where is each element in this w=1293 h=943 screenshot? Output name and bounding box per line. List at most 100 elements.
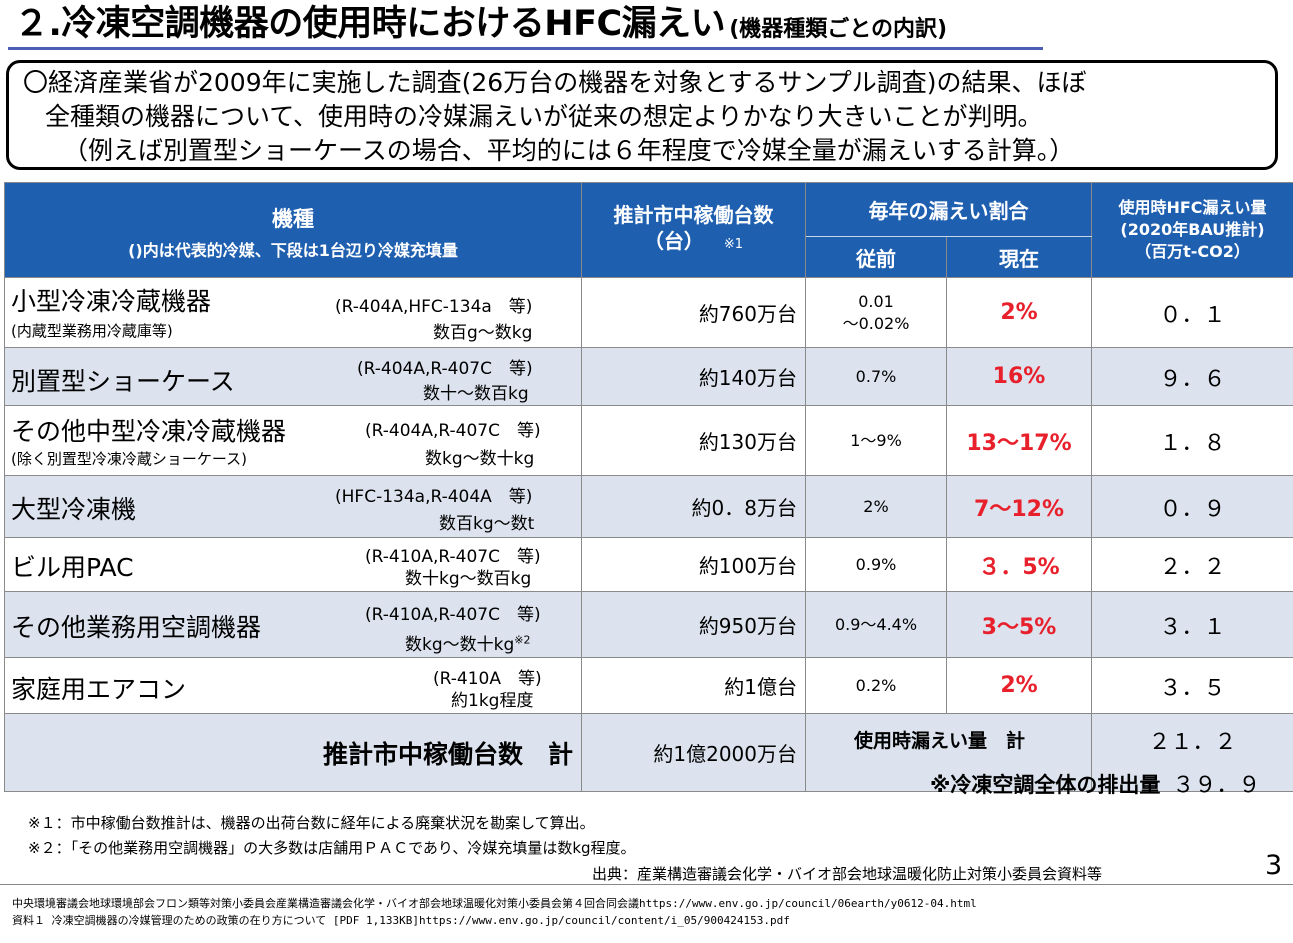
- header-hfc-line2: (2020年BAU推計): [1120, 220, 1265, 239]
- overall-emission-label: ※冷凍空調全体の排出量: [930, 773, 1161, 797]
- total-units: 約1億2000万台: [581, 713, 806, 792]
- page-number: 3: [1265, 850, 1283, 881]
- type-cell: その他業務用空調機器 (R-410A,R-407C 等) 数kg～数十kg※2: [4, 591, 582, 658]
- type-name: 小型冷凍冷蔵機器: [11, 287, 212, 316]
- hfc-leak-table: 機種 ()内は代表的冷媒、下段は1台辺り冷媒充填量 推計市中稼働台数 （台） ※1…: [4, 182, 1293, 792]
- type-refrigerant: (R-404A,R-407C 等): [357, 359, 533, 379]
- header-units-main: 推計市中稼働台数: [613, 203, 774, 227]
- summary-box: 〇経済産業省が2009年に実施した調査(26万台の機器を対象とするサンプル調査)…: [6, 60, 1278, 170]
- type-name: その他中型冷凍冷蔵機器: [11, 417, 287, 446]
- units-cell: 約140万台: [581, 347, 806, 406]
- rate-now-cell: 13～17%: [946, 405, 1092, 476]
- footnote-2: ※２：「その他業務用空調機器」の大多数は店舗用ＰＡＣであり、冷媒充填量は数kg程…: [28, 839, 636, 857]
- rate-now-cell: 7～12%: [946, 475, 1092, 538]
- table-row: 大型冷凍機 (HFC-134a,R-404A 等) 数百kg～数t 約0．8万台…: [4, 475, 1293, 538]
- footnote-1: ※１：市中稼働台数推計は、機器の出荷台数に経年による廃棄状況を勘案して算出。: [28, 814, 595, 832]
- rate-old-cell: 2%: [805, 475, 947, 538]
- type-refrigerant: (HFC-134a,R-404A 等): [335, 487, 533, 507]
- header-type: 機種 ()内は代表的冷媒、下段は1台辺り冷媒充填量: [4, 182, 582, 278]
- hfc-cell: ９．６: [1091, 347, 1293, 406]
- table-row: その他中型冷凍冷蔵機器 (除く別置型冷凍冷蔵ショーケース) (R-404A,R-…: [4, 405, 1293, 476]
- units-cell: 約100万台: [581, 537, 806, 592]
- header-rate: 毎年の漏えい割合: [805, 182, 1092, 237]
- units-cell: 約950万台: [581, 591, 806, 658]
- header-rate-now: 現在: [946, 236, 1092, 278]
- footer-line-2: 資料１ 冷凍空調機器の冷媒管理のための政策の在り方について [PDF 1,133…: [12, 914, 790, 927]
- rate-now-cell: ３．5%: [946, 537, 1092, 592]
- type-charge: 数十kg～数百kg: [405, 569, 532, 589]
- header-type-sub: ()内は代表的冷媒、下段は1台辺り冷媒充填量: [128, 241, 458, 260]
- header-hfc-line3: （百万t-CO2）: [1135, 242, 1250, 261]
- hfc-cell: ０．１: [1091, 277, 1293, 348]
- type-cell: ビル用PAC (R-410A,R-407C 等) 数十kg～数百kg: [4, 537, 582, 592]
- type-cell: その他中型冷凍冷蔵機器 (除く別置型冷凍冷蔵ショーケース) (R-404A,R-…: [4, 405, 582, 476]
- title-sub: (機器種類ごとの内訳): [729, 17, 948, 42]
- type-charge: 数kg～数十kg: [425, 449, 535, 469]
- type-cell: 小型冷凍冷蔵機器 (内蔵型業務用冷蔵庫等) (R-404A,HFC-134a 等…: [4, 277, 582, 348]
- rate-old-cell: 0.9%: [805, 537, 947, 592]
- header-rate-old: 従前: [805, 236, 947, 278]
- table-row: 小型冷凍冷蔵機器 (内蔵型業務用冷蔵庫等) (R-404A,HFC-134a 等…: [4, 277, 1293, 348]
- hfc-cell: ２．２: [1091, 537, 1293, 592]
- type-cell: 大型冷凍機 (HFC-134a,R-404A 等) 数百kg～数t: [4, 475, 582, 538]
- rate-old-cell: 0.2%: [805, 657, 947, 714]
- footnote-marker: ※2: [514, 633, 531, 647]
- rate-old-cell: 0.9～4.4%: [805, 591, 947, 658]
- total-hfc-cell: ２１．２: [1091, 713, 1293, 792]
- type-name: ビル用PAC: [11, 553, 134, 582]
- type-name: 家庭用エアコン: [11, 675, 187, 704]
- footer-divider: [0, 884, 1293, 885]
- type-refrigerant: (R-410A,R-407C 等): [365, 547, 541, 567]
- table-row: その他業務用空調機器 (R-410A,R-407C 等) 数kg～数十kg※2 …: [4, 591, 1293, 658]
- type-charge: 数百g～数kg: [433, 323, 533, 343]
- type-refrigerant: (R-410A,R-407C 等): [365, 605, 541, 625]
- type-note: (内蔵型業務用冷蔵庫等): [11, 322, 173, 340]
- rate-old-value: 0.01 ～0.02%: [842, 291, 910, 333]
- type-refrigerant: (R-410A 等): [433, 669, 542, 689]
- type-name: 別置型ショーケース: [11, 367, 235, 396]
- type-name: 大型冷凍機: [11, 495, 137, 524]
- hfc-cell: ３．１: [1091, 591, 1293, 658]
- rate-old-cell: 0.01 ～0.02%: [805, 277, 947, 348]
- type-cell: 別置型ショーケース (R-404A,R-407C 等) 数十～数百kg: [4, 347, 582, 406]
- rate-now-cell: 3～5%: [946, 591, 1092, 658]
- header-type-main: 機種: [272, 207, 314, 231]
- rate-old-cell: 0.7%: [805, 347, 947, 406]
- units-cell: 約760万台: [581, 277, 806, 348]
- type-charge: 数kg～数十kg※2: [405, 630, 531, 655]
- overall-emission-value: ３９．９: [1172, 773, 1261, 798]
- summary-line-1: 〇経済産業省が2009年に実施した調査(26万台の機器を対象とするサンプル調査)…: [23, 68, 1087, 97]
- page-title: ２.冷凍空調機器の使用時におけるHFC漏えい (機器種類ごとの内訳): [14, 2, 1284, 46]
- header-units: 推計市中稼働台数 （台） ※1: [581, 182, 806, 278]
- units-cell: 約0．8万台: [581, 475, 806, 538]
- type-charge: 数百kg～数t: [439, 514, 535, 534]
- summary-line-3: （例えば別置型ショーケースの場合、平均的には６年程度で冷媒全量が漏えいする計算。…: [63, 136, 1075, 165]
- header-hfc-line1: 使用時HFC漏えい量: [1118, 198, 1267, 217]
- type-name: その他業務用空調機器: [11, 613, 262, 642]
- total-leak-label: 使用時漏えい量 計: [854, 730, 1026, 752]
- type-refrigerant: (R-404A,HFC-134a 等): [335, 297, 533, 317]
- rate-now-cell: 2%: [946, 277, 1092, 348]
- summary-line-2: 全種類の機器について、使用時の冷媒漏えいが従来の想定よりかなり大きいことが判明。: [45, 102, 1043, 131]
- header-hfc: 使用時HFC漏えい量 (2020年BAU推計) （百万t-CO2）: [1091, 182, 1293, 278]
- hfc-cell: ０．９: [1091, 475, 1293, 538]
- type-charge-text: 数kg～数十kg: [405, 635, 515, 655]
- type-cell: 家庭用エアコン (R-410A 等) 約1kg程度: [4, 657, 582, 714]
- total-label: 推計市中稼働台数 計: [4, 713, 582, 792]
- total-leak-label-cell: 使用時漏えい量 計: [805, 713, 1092, 792]
- units-cell: 約1億台: [581, 657, 806, 714]
- units-cell: 約130万台: [581, 405, 806, 476]
- footer-line-1: 中央環境審議会地球環境部会フロン類等対策小委員会産業構造審議会化学・バイオ部会地…: [12, 897, 977, 910]
- rate-now-cell: 16%: [946, 347, 1092, 406]
- type-charge: 数十～数百kg: [423, 384, 529, 404]
- hfc-cell: ３．５: [1091, 657, 1293, 714]
- type-refrigerant: (R-404A,R-407C 等): [365, 421, 541, 441]
- title-main: ２.冷凍空調機器の使用時におけるHFC漏えい: [14, 4, 726, 44]
- hfc-cell: １．８: [1091, 405, 1293, 476]
- total-row: 推計市中稼働台数 計 約1億2000万台 使用時漏えい量 計 ２１．２: [4, 713, 1293, 792]
- table-row: 家庭用エアコン (R-410A 等) 約1kg程度 約1億台 0.2% 2% ３…: [4, 657, 1293, 714]
- header-units-note: ※1: [723, 237, 744, 252]
- source-note: 出典：産業構造審議会化学・バイオ部会地球温暖化防止対策小委員会資料等: [592, 865, 1103, 883]
- total-hfc-value: ２１．２: [1148, 730, 1237, 755]
- title-underline: [8, 47, 1043, 50]
